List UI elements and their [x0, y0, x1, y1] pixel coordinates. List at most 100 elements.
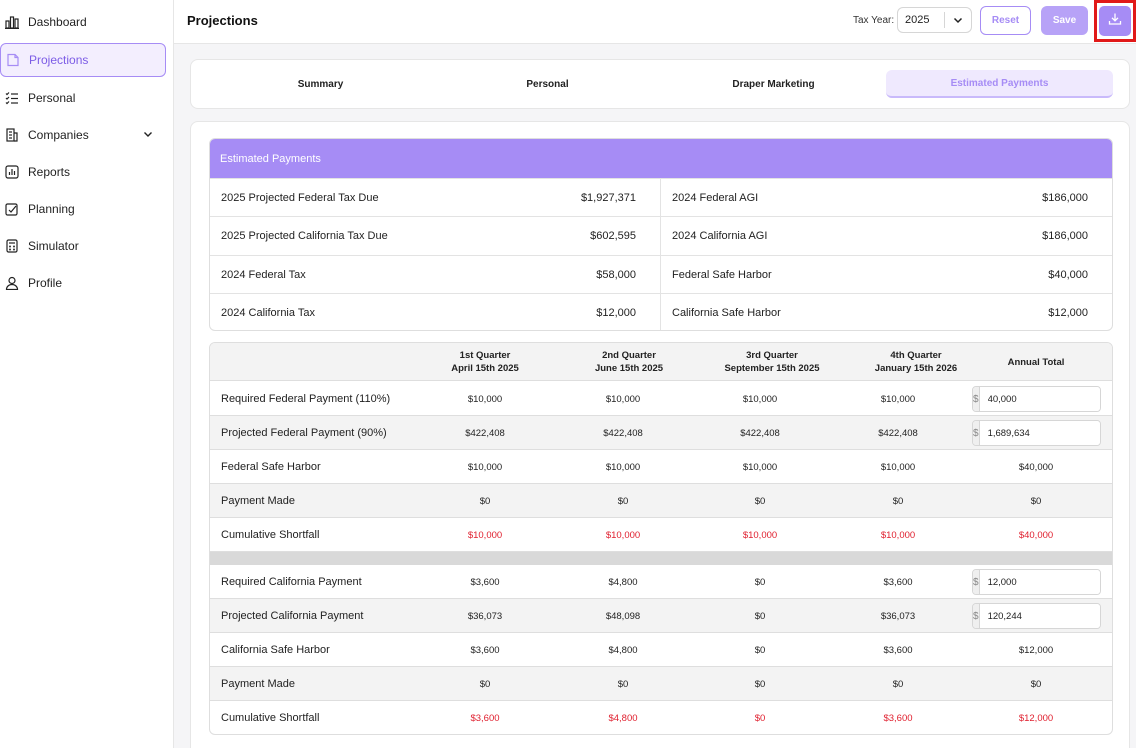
- tax-year-value: 2025: [905, 14, 930, 26]
- sidebar-item-reports[interactable]: Reports: [0, 155, 166, 189]
- tab-personal[interactable]: Personal: [526, 78, 569, 90]
- cell-q4: $3,600: [883, 644, 913, 656]
- column-header-annual: Annual Total: [986, 343, 1086, 381]
- cell-q2: $4,800: [608, 644, 638, 656]
- sidebar-item-label: Simulator: [28, 239, 79, 253]
- row-label: Required Federal Payment (110%): [221, 393, 391, 405]
- sidebar-item-label: Planning: [28, 202, 75, 216]
- table-row: Projected Federal Payment (90%) $422,408…: [210, 416, 1112, 450]
- save-button[interactable]: Save: [1041, 6, 1088, 35]
- sidebar-item-planning[interactable]: Planning: [0, 192, 166, 226]
- table-row: Payment Made $0 $0 $0 $0 $0: [210, 484, 1112, 518]
- currency-prefix: $: [973, 421, 980, 445]
- row-label: Cumulative Shortfall: [221, 712, 320, 724]
- sidebar-item-label: Dashboard: [28, 15, 87, 29]
- bar-chart-icon: [4, 14, 20, 30]
- tab-summary[interactable]: Summary: [297, 78, 344, 90]
- sidebar-item-simulator[interactable]: Simulator: [0, 229, 166, 263]
- summary-value: $602,595: [590, 230, 636, 242]
- sidebar-item-companies[interactable]: Companies: [0, 118, 166, 152]
- summary-label: 2024 California Tax: [221, 307, 315, 319]
- select-divider: [944, 12, 945, 28]
- tab-estimated-payments[interactable]: Estimated Payments: [886, 70, 1113, 98]
- summary-value: $1,927,371: [580, 192, 636, 204]
- summary-label: 2024 California AGI: [672, 230, 768, 242]
- cell-q2: $10,000: [605, 529, 641, 541]
- annual-total-input[interactable]: [979, 387, 1100, 411]
- annual-total-input[interactable]: [979, 604, 1100, 628]
- summary-row: 2025 Projected Federal Tax Due $1,927,37…: [210, 178, 1112, 216]
- annual-total-input[interactable]: [979, 421, 1100, 445]
- summary-row: 2024 Federal Tax $58,000 Federal Safe Ha…: [210, 255, 1112, 293]
- sidebar: Dashboard Projections Personal Companies: [0, 0, 174, 748]
- planning-icon: [4, 201, 20, 217]
- reset-button[interactable]: Reset: [980, 6, 1031, 35]
- summary-heading: Estimated Payments: [210, 139, 1112, 178]
- estimated-payments-panel: Estimated Payments 2025 Projected Federa…: [190, 121, 1130, 748]
- cell-annual: $0: [1030, 678, 1042, 690]
- chevron-down-icon: [945, 14, 971, 26]
- row-label: Projected Federal Payment (90%): [221, 427, 387, 439]
- cell-q2: $4,800: [608, 576, 638, 588]
- cell-annual: $40,000: [1018, 529, 1054, 541]
- tax-year-select[interactable]: 2025: [897, 7, 972, 33]
- table-row: Payment Made $0 $0 $0 $0 $0: [210, 667, 1112, 701]
- download-button-inner: [1099, 6, 1131, 36]
- summary-value: $12,000: [1048, 307, 1088, 319]
- cell-q3: $0: [754, 576, 766, 588]
- main-area: Projections Tax Year: 2025 Reset Save: [174, 0, 1136, 748]
- cell-annual: $40,000: [1018, 461, 1054, 473]
- building-icon: [4, 127, 20, 143]
- chevron-down-icon[interactable]: [142, 128, 154, 143]
- row-label: Cumulative Shortfall: [221, 529, 320, 541]
- reports-icon: [4, 164, 20, 180]
- row-label: Payment Made: [221, 678, 295, 690]
- table-row: California Safe Harbor $3,600 $4,800 $0 …: [210, 633, 1112, 667]
- annual-total-field: $: [972, 420, 1101, 446]
- calculator-icon: [4, 238, 20, 254]
- cell-q4: $3,600: [883, 712, 913, 724]
- sidebar-item-label: Companies: [28, 128, 89, 142]
- cell-annual: $12,000: [1018, 644, 1054, 656]
- cell-q4: $3,600: [883, 576, 913, 588]
- row-label: California Safe Harbor: [221, 644, 330, 656]
- sidebar-item-personal[interactable]: Personal: [0, 81, 166, 115]
- tab-draper-marketing[interactable]: Draper Marketing: [732, 78, 815, 90]
- cell-q1: $10,000: [467, 529, 503, 541]
- column-header-q3: 3rd Quarter September 15th 2025: [712, 343, 832, 381]
- cell-q2: $422,408: [603, 427, 643, 439]
- header-line: 3rd Quarter: [746, 350, 798, 361]
- cell-q1: $3,600: [470, 712, 500, 724]
- cell-annual: $0: [1030, 495, 1042, 507]
- sidebar-item-projections[interactable]: Projections: [0, 43, 166, 77]
- annual-total-input[interactable]: [979, 570, 1100, 594]
- summary-label: Federal Safe Harbor: [672, 269, 772, 281]
- currency-prefix: $: [973, 604, 980, 628]
- cell-q4: $422,408: [878, 427, 918, 439]
- column-header-q4: 4th Quarter January 15th 2026: [856, 343, 976, 381]
- cell-q4: $0: [892, 678, 904, 690]
- annual-total-field: $: [972, 386, 1101, 412]
- sidebar-item-dashboard[interactable]: Dashboard: [0, 5, 166, 39]
- summary-value: $40,000: [1048, 269, 1088, 281]
- tax-year-label: Tax Year:: [853, 15, 895, 26]
- table-row: Cumulative Shortfall $3,600 $4,800 $0 $3…: [210, 701, 1112, 734]
- quarterly-payments-table: 1st Quarter April 15th 2025 2nd Quarter …: [209, 342, 1113, 735]
- cell-q1: $36,073: [467, 610, 503, 622]
- cell-q1: $422,408: [465, 427, 505, 439]
- cell-q4: $10,000: [880, 529, 916, 541]
- summary-value: $58,000: [596, 269, 636, 281]
- cell-q1: $3,600: [470, 644, 500, 656]
- summary-label: 2024 Federal AGI: [672, 192, 759, 204]
- header-line: September 15th 2025: [724, 363, 820, 374]
- section-divider: [210, 552, 1112, 565]
- download-button[interactable]: [1094, 0, 1136, 42]
- currency-prefix: $: [973, 387, 980, 411]
- sidebar-item-profile[interactable]: Profile: [0, 266, 166, 300]
- column-header-q1: 1st Quarter April 15th 2025: [435, 343, 535, 381]
- summary-label: 2025 Projected Federal Tax Due: [221, 192, 379, 204]
- summary-table: Estimated Payments 2025 Projected Federa…: [209, 138, 1113, 331]
- table-row: Cumulative Shortfall $10,000 $10,000 $10…: [210, 518, 1112, 552]
- cell-q3: $10,000: [742, 461, 778, 473]
- row-label: Payment Made: [221, 495, 295, 507]
